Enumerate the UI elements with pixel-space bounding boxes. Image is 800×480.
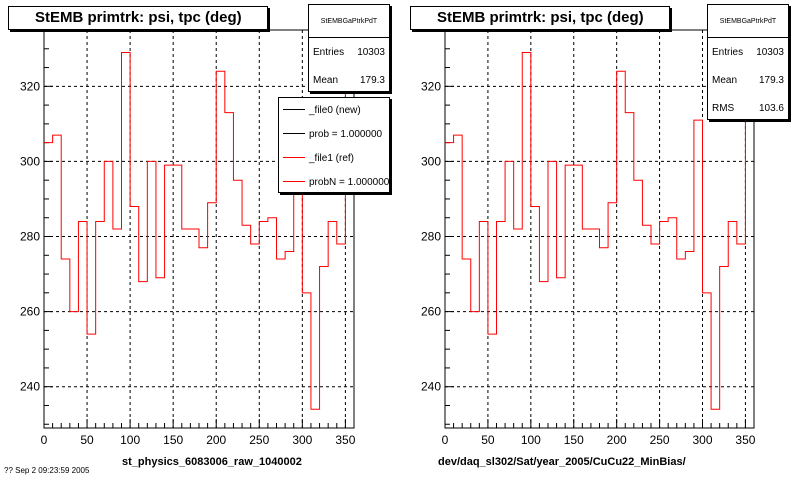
left-histogram-panel: 0 50 100 150 200 250 300 350 240 260 280 300 320 xyxy=(20,29,356,447)
x-tick-label: 100 xyxy=(521,433,541,447)
y-tick-label: 300 xyxy=(20,154,40,168)
left-stats-entries-row: Entries 10303 xyxy=(309,38,389,66)
left-stats-histogram-name: StEMBGaPtrkPdT xyxy=(309,5,389,38)
right-stats-box: StEMBGaPtrkPdT Entries 10303 Mean 179.3 … xyxy=(707,4,789,120)
x-tick-label: 50 xyxy=(481,433,495,447)
right-stats-mean-value: 179.3 xyxy=(758,74,784,86)
right-stats-entries-value: 10303 xyxy=(756,46,784,58)
x-tick-label: 150 xyxy=(564,433,584,447)
right-stats-rms-row: RMS 103.6 xyxy=(708,94,788,122)
right-plot-title: StEMB primtrk: psi, tpc (deg) xyxy=(410,6,670,30)
left-stats-box: StEMBGaPtrkPdT Entries 10303 Mean 179.3 xyxy=(308,4,390,92)
legend-line-file0 xyxy=(283,109,305,110)
legend-entry-file1: _file1 (ref) xyxy=(279,146,389,170)
right-stats-mean-label: Mean xyxy=(712,74,738,86)
y-tick-label: 260 xyxy=(20,305,40,319)
right-stats-entries-row: Entries 10303 xyxy=(708,38,788,66)
left-stats-mean-row: Mean 179.3 xyxy=(309,66,389,94)
legend-label-file1: _file1 (ref) xyxy=(309,152,355,164)
right-stats-rms-value: 103.6 xyxy=(758,102,784,114)
left-stats-mean-label: Mean xyxy=(313,74,339,86)
left-stats-mean-value: 179.3 xyxy=(359,74,385,86)
left-stats-entries-value: 10303 xyxy=(357,46,385,58)
y-tick-label: 260 xyxy=(421,305,441,319)
x-tick-label: 0 xyxy=(41,433,48,447)
y-tick-label: 280 xyxy=(421,230,441,244)
x-tick-label: 350 xyxy=(735,433,755,447)
x-tick-label: 200 xyxy=(206,433,226,447)
legend-label-probn: probN = 1.000000 xyxy=(309,176,390,188)
legend-line-prob xyxy=(283,133,305,134)
left-x-axis-label: st_physics_6083006_raw_1040002 xyxy=(122,456,302,468)
legend-label-prob: prob = 1.000000 xyxy=(309,128,383,140)
left-legend: _file0 (new) prob = 1.000000 _file1 (ref… xyxy=(278,97,390,193)
legend-entry-prob: prob = 1.000000 xyxy=(279,122,389,146)
y-tick-label: 300 xyxy=(421,154,441,168)
right-stats-rms-label: RMS xyxy=(712,102,735,114)
y-tick-label: 280 xyxy=(20,230,40,244)
right-stats-mean-row: Mean 179.3 xyxy=(708,66,788,94)
legend-entry-probn: probN = 1.000000 xyxy=(279,170,390,192)
legend-line-file1 xyxy=(283,157,305,158)
right-histogram-series xyxy=(445,52,754,410)
footer-timestamp: ?? Sep 2 09:23:59 2005 xyxy=(4,466,90,475)
x-tick-label: 250 xyxy=(650,433,670,447)
x-tick-label: 250 xyxy=(249,433,269,447)
right-stats-histogram-name: StEMBGaPtrkPdT xyxy=(708,5,788,38)
left-plot-title: StEMB primtrk: psi, tpc (deg) xyxy=(8,6,268,30)
x-tick-label: 300 xyxy=(692,433,712,447)
legend-line-probn xyxy=(283,181,305,182)
y-tick-label: 240 xyxy=(20,380,40,394)
right-x-axis-label: dev/daq_sl302/Sat/year_2005/CuCu22_MinBi… xyxy=(438,456,686,468)
legend-label-file0: _file0 (new) xyxy=(309,104,361,116)
y-tick-label: 240 xyxy=(421,380,441,394)
y-tick-label: 320 xyxy=(421,79,441,93)
left-histogram-series xyxy=(44,52,354,410)
x-tick-label: 150 xyxy=(163,433,183,447)
right-stats-entries-label: Entries xyxy=(712,46,744,58)
x-tick-label: 200 xyxy=(607,433,627,447)
left-stats-entries-label: Entries xyxy=(313,46,345,58)
x-tick-label: 300 xyxy=(292,433,312,447)
x-tick-label: 0 xyxy=(442,433,449,447)
y-tick-label: 320 xyxy=(20,79,40,93)
x-tick-label: 350 xyxy=(335,433,355,447)
x-tick-label: 100 xyxy=(120,433,140,447)
legend-entry-file0: _file0 (new) xyxy=(279,98,389,122)
x-tick-label: 50 xyxy=(80,433,94,447)
right-histogram-panel: 0 50 100 150 200 250 300 350 240 260 280 300 320 xyxy=(421,29,756,447)
